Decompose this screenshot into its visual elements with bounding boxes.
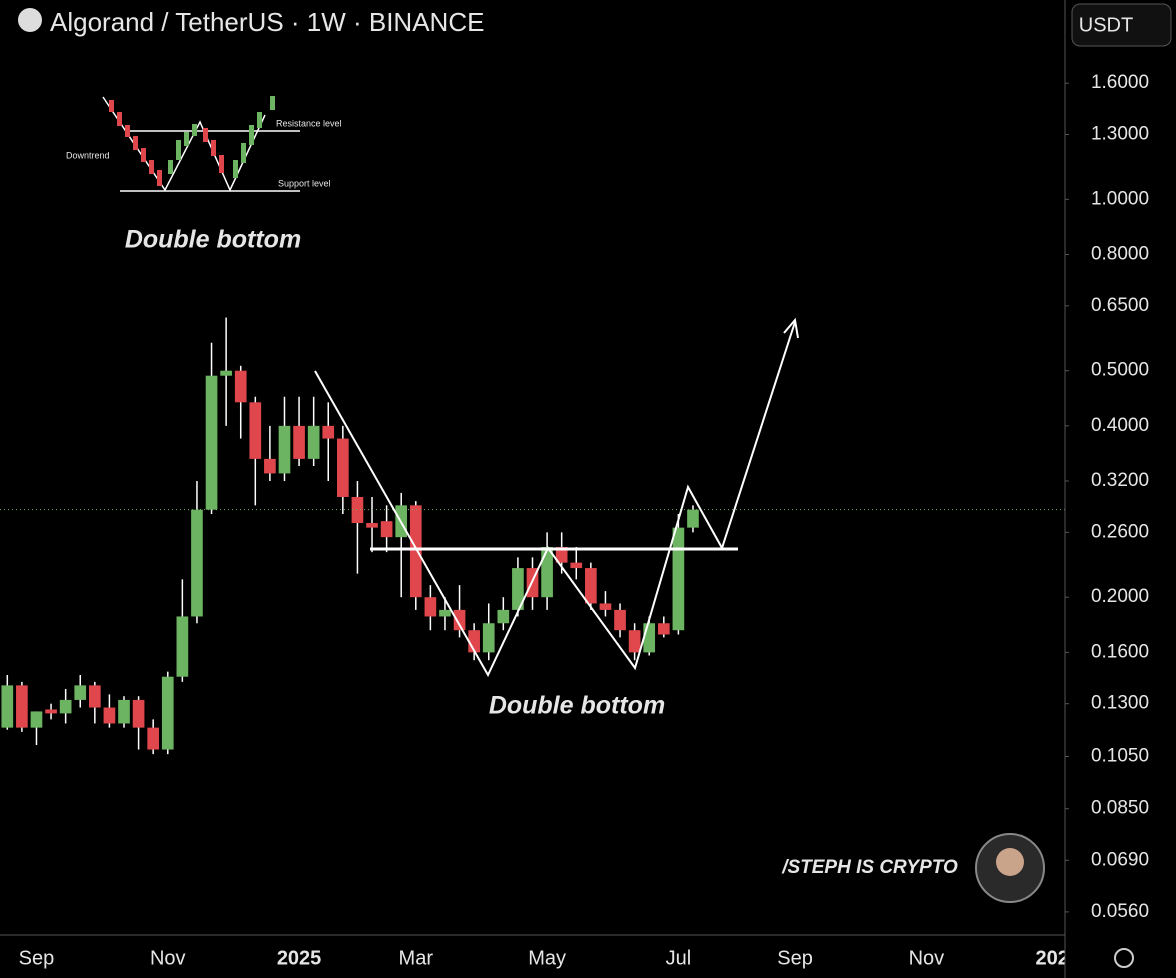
avatar-face xyxy=(996,848,1024,876)
candle-body xyxy=(205,375,218,510)
candle-body xyxy=(366,523,378,528)
inset-resistance: Resistance level xyxy=(276,118,342,128)
y-tick-label: 0.6500 xyxy=(1091,295,1149,316)
y-tick-label: 0.4000 xyxy=(1091,415,1149,436)
candle-body xyxy=(541,547,553,598)
x-tick-label: Jul xyxy=(666,947,692,969)
candle-body xyxy=(672,527,685,631)
candle-body xyxy=(380,521,393,538)
candle-body xyxy=(453,609,466,631)
candle-body xyxy=(687,509,699,528)
pattern-label: Double bottom xyxy=(489,692,665,720)
y-tick-label: 0.0560 xyxy=(1091,901,1149,922)
inset-sketch: Downtrend Resistance level Support level… xyxy=(66,96,342,254)
x-tick-label: 2026 xyxy=(1035,947,1080,969)
candle-body xyxy=(599,603,612,610)
symbol-logo xyxy=(18,8,42,32)
pattern-drawing xyxy=(314,317,799,678)
candles xyxy=(0,317,1065,755)
x-tick-label: Nov xyxy=(909,947,945,969)
candle-body xyxy=(512,568,524,610)
x-tick-label: 2025 xyxy=(277,947,322,969)
candle-body xyxy=(176,616,189,677)
inset-downtrend: Downtrend xyxy=(66,150,110,160)
y-tick-label: 1.6000 xyxy=(1091,72,1149,93)
candle-body xyxy=(30,711,43,728)
y-tick-label: 0.8000 xyxy=(1091,244,1149,265)
candle-body xyxy=(118,699,130,724)
x-tick-label: Sep xyxy=(777,947,813,969)
chart-title: Algorand / TetherUS · 1W · BINANCE xyxy=(50,7,484,37)
y-tick-label: 1.3000 xyxy=(1091,124,1149,145)
x-tick-label: May xyxy=(528,947,566,969)
candle-body xyxy=(439,609,451,617)
inset-support: Support level xyxy=(278,178,331,188)
candle-body xyxy=(409,505,422,598)
x-tick-label: Mar xyxy=(399,947,434,969)
candle-body xyxy=(555,547,568,563)
watermark: /STEPH IS CRYPTO xyxy=(781,857,958,878)
candle-body xyxy=(59,699,72,714)
candle-body xyxy=(570,562,583,569)
candle-body xyxy=(191,509,203,617)
y-tick-label: 0.3200 xyxy=(1091,470,1149,491)
candle-body xyxy=(161,676,174,750)
y-tick-label: 0.0850 xyxy=(1091,798,1149,819)
candle-body xyxy=(482,623,495,653)
y-axis-labels: 1.6000 1.3000 1.0000 0.8000 0.6500 0.5000 0.40… xyxy=(1065,72,1149,922)
y-tick-label: 1.0000 xyxy=(1091,188,1149,209)
y-tick-label: 0.2000 xyxy=(1091,586,1149,607)
currency-button[interactable] xyxy=(1071,3,1172,47)
y-tick-label: 0.2600 xyxy=(1091,521,1149,542)
candle-body xyxy=(220,370,232,376)
candle-body xyxy=(264,458,276,474)
inset-title: Double bottom xyxy=(125,226,301,254)
candle-body xyxy=(468,630,480,653)
arrow-head xyxy=(783,317,799,339)
candle-body xyxy=(614,609,626,631)
x-tick-label: Nov xyxy=(150,947,186,969)
candle-body xyxy=(278,425,291,474)
candle-body xyxy=(322,425,335,439)
candle-body xyxy=(497,609,510,624)
y-tick-label: 0.1600 xyxy=(1091,641,1149,662)
candle-body xyxy=(88,685,101,708)
y-tick-label: 0.1300 xyxy=(1091,693,1149,714)
candle-body xyxy=(424,597,437,617)
candle-body xyxy=(249,402,262,459)
candle-body xyxy=(337,438,349,497)
candle-body xyxy=(293,425,305,459)
x-axis-labels: Sep Nov 2025 Mar May Jul Sep Nov 2026 xyxy=(19,947,1080,969)
candle-body xyxy=(132,699,145,728)
candle-body xyxy=(585,568,597,604)
y-tick-label: 0.5000 xyxy=(1091,360,1149,381)
candle-body xyxy=(657,623,670,635)
candle-body xyxy=(16,685,28,728)
price-axis-panel xyxy=(1065,0,1176,978)
candle-body xyxy=(74,685,87,700)
settings-icon[interactable] xyxy=(1114,948,1134,968)
candle-body xyxy=(351,496,364,524)
candle-body xyxy=(234,370,247,403)
candle-body xyxy=(45,709,57,714)
candle-body xyxy=(1,685,14,728)
currency-label: USDT xyxy=(1079,14,1133,36)
y-tick-label: 0.0690 xyxy=(1091,849,1149,870)
candle-body xyxy=(103,707,116,724)
candle-body xyxy=(643,623,656,653)
candle-body xyxy=(307,425,320,459)
candle-body xyxy=(628,630,641,653)
y-tick-label: 0.1050 xyxy=(1091,746,1149,767)
candle-body xyxy=(147,727,160,750)
x-tick-label: Sep xyxy=(19,947,55,969)
